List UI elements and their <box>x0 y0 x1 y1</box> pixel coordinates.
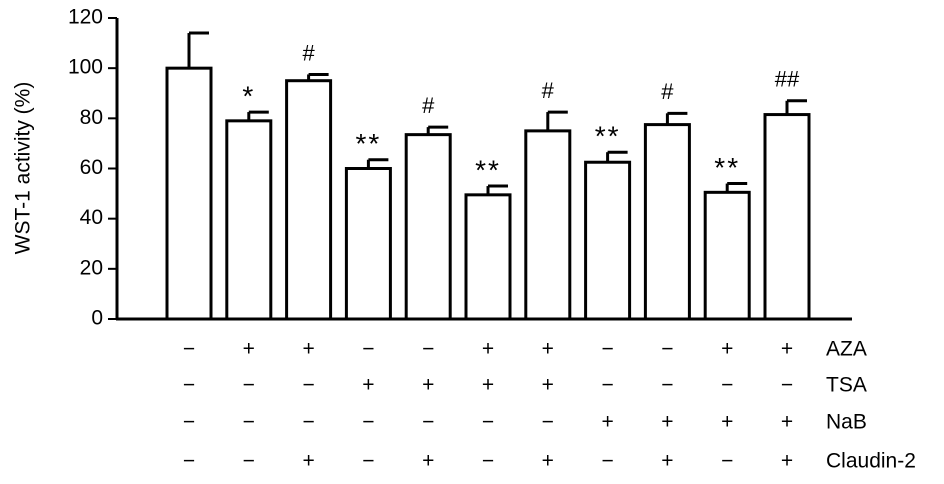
treatment-sign: − <box>601 338 613 361</box>
significance-label: ** <box>356 128 382 159</box>
treatment-sign: + <box>362 374 374 397</box>
treatment-sign: + <box>601 411 613 434</box>
treatment-sign: − <box>362 411 374 434</box>
y-tick-label: 0 <box>91 307 103 330</box>
treatment-name: NaB <box>826 411 867 434</box>
significance-label: # <box>542 78 555 103</box>
treatment-sign: − <box>422 338 434 361</box>
y-tick-label: 80 <box>80 106 103 129</box>
treatment-sign: − <box>183 411 195 434</box>
bar <box>524 129 572 321</box>
treatment-sign: − <box>542 411 554 434</box>
treatment-sign: + <box>781 450 793 473</box>
treatment-sign: − <box>721 450 733 473</box>
treatment-name: TSA <box>826 374 867 397</box>
treatment-sign: − <box>183 338 195 361</box>
significance-label: ** <box>595 121 621 152</box>
y-tick-label: 100 <box>68 56 103 79</box>
treatment-sign: + <box>422 450 434 473</box>
y-tick-label: 20 <box>80 256 103 279</box>
treatment-sign: − <box>243 450 255 473</box>
treatment-sign: − <box>661 338 673 361</box>
bar <box>344 167 392 321</box>
treatment-sign: + <box>482 338 494 361</box>
treatment-sign: + <box>661 450 673 473</box>
treatment-sign: − <box>183 374 195 397</box>
treatment-sign: + <box>243 338 255 361</box>
bar <box>584 160 632 321</box>
treatment-sign: + <box>482 374 494 397</box>
significance-label: # <box>302 40 315 65</box>
treatment-sign: − <box>601 374 613 397</box>
bar <box>285 79 333 321</box>
treatment-sign: + <box>781 411 793 434</box>
treatment-sign: + <box>422 374 434 397</box>
y-tick-label: 60 <box>80 156 103 179</box>
y-tick-label: 40 <box>80 206 103 229</box>
treatment-sign: + <box>542 338 554 361</box>
treatment-sign: + <box>721 411 733 434</box>
significance-label: ** <box>714 152 740 183</box>
treatment-sign: − <box>601 450 613 473</box>
treatment-name: AZA <box>826 338 867 361</box>
y-tick-label: 120 <box>68 6 103 29</box>
significance-label: # <box>661 79 674 104</box>
bar <box>225 119 273 321</box>
treatment-sign: − <box>302 411 314 434</box>
treatment-sign: − <box>243 411 255 434</box>
treatment-sign: − <box>482 450 494 473</box>
treatment-sign: − <box>661 374 673 397</box>
bar <box>404 133 452 321</box>
treatment-sign: − <box>362 450 374 473</box>
bar <box>763 113 811 321</box>
significance-label: # <box>422 93 435 118</box>
treatment-sign: − <box>243 374 255 397</box>
treatment-sign: + <box>542 450 554 473</box>
treatment-sign: + <box>542 374 554 397</box>
y-axis-label: WST-1 activity (%) <box>12 82 35 255</box>
significance-label: * <box>242 80 255 111</box>
bar <box>165 66 213 321</box>
treatment-sign: − <box>781 374 793 397</box>
bar <box>643 123 691 321</box>
treatment-sign: + <box>302 450 314 473</box>
bar <box>464 193 512 321</box>
treatment-sign: + <box>781 338 793 361</box>
treatment-sign: − <box>183 450 195 473</box>
treatment-sign: − <box>721 374 733 397</box>
treatment-sign: + <box>661 411 673 434</box>
significance-label: ## <box>775 67 800 92</box>
treatment-sign: + <box>721 338 733 361</box>
treatment-sign: − <box>422 411 434 434</box>
bar <box>703 190 751 321</box>
treatment-sign: − <box>302 374 314 397</box>
treatment-sign: − <box>362 338 374 361</box>
treatment-sign: + <box>302 338 314 361</box>
significance-label: ** <box>475 154 501 185</box>
treatment-name: Claudin-2 <box>826 450 916 473</box>
treatment-sign: − <box>482 411 494 434</box>
